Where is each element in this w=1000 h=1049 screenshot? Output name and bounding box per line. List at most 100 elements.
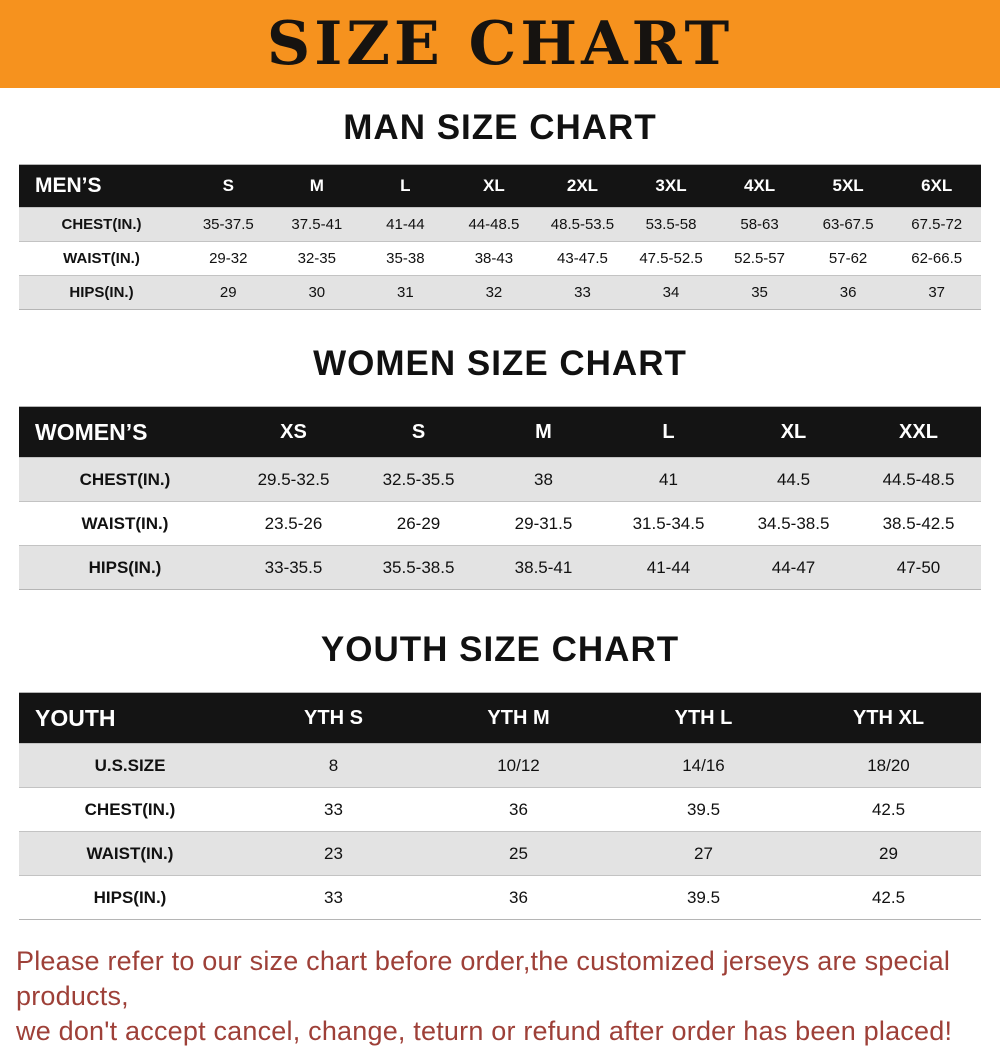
size-value-cell: 29.5-32.5 <box>231 457 356 502</box>
size-value-cell: 35 <box>715 275 804 310</box>
size-value-cell: 38 <box>481 457 606 502</box>
size-value-cell: 34.5-38.5 <box>731 501 856 546</box>
size-column-header: YTH L <box>611 692 796 744</box>
size-value-cell: 23.5-26 <box>231 501 356 546</box>
table-row: WAIST(IN.) 29-32 32-35 35-38 38-43 43-47.5 47.… <box>19 241 981 276</box>
size-value-cell: 39.5 <box>611 787 796 832</box>
women-header-row: WOMEN’S XS S M L XL XXL <box>19 406 981 458</box>
table-corner-label: YOUTH <box>19 692 241 744</box>
table-row: CHEST(IN.) 33 36 39.5 42.5 <box>19 787 981 832</box>
size-value-cell: 29 <box>796 831 981 876</box>
size-column-header: YTH XL <box>796 692 981 744</box>
row-label: WAIST(IN.) <box>19 831 241 876</box>
table-corner-label: MEN’S <box>19 164 184 208</box>
size-value-cell: 38-43 <box>449 241 539 276</box>
size-value-cell: 34 <box>626 275 716 310</box>
size-value-cell: 58-63 <box>715 207 804 242</box>
table-row: HIPS(IN.) 29 30 31 32 33 34 35 36 37 <box>19 275 981 310</box>
size-value-cell: 29-31.5 <box>481 501 606 546</box>
youth-header-row: YOUTH YTH S YTH M YTH L YTH XL <box>19 692 981 744</box>
size-value-cell: 43-47.5 <box>538 241 627 276</box>
size-value-cell: 31.5-34.5 <box>606 501 731 546</box>
size-column-header: 6XL <box>892 164 981 208</box>
size-value-cell: 57-62 <box>803 241 893 276</box>
size-value-cell: 14/16 <box>611 743 796 788</box>
size-value-cell: 29-32 <box>184 241 273 276</box>
size-column-header: YTH M <box>426 692 611 744</box>
women-size-table: WOMEN’S XS S M L XL XXL CHEST(IN.) 29.5-32.5 32.… <box>19 406 981 590</box>
size-value-cell: 33 <box>241 787 426 832</box>
size-value-cell: 32.5-35.5 <box>356 457 481 502</box>
row-label: WAIST(IN.) <box>19 501 231 546</box>
row-label: CHEST(IN.) <box>19 207 184 242</box>
size-value-cell: 37 <box>892 275 981 310</box>
size-value-cell: 47-50 <box>856 545 981 590</box>
men-size-table: MEN’S S M L XL 2XL 3XL 4XL 5XL 6XL CHEST(IN.) 35-3… <box>19 164 981 310</box>
order-policy-line-1: Please refer to our size chart before or… <box>16 946 951 1011</box>
table-row: CHEST(IN.) 35-37.5 37.5-41 41-44 44-48.5 48.5… <box>19 207 981 242</box>
table-corner-label: WOMEN’S <box>19 406 231 458</box>
size-value-cell: 48.5-53.5 <box>538 207 627 242</box>
size-column-header: XL <box>731 406 856 458</box>
size-column-header: L <box>361 164 450 208</box>
men-header-row: MEN’S S M L XL 2XL 3XL 4XL 5XL 6XL <box>19 164 981 208</box>
table-row: HIPS(IN.) 33-35.5 35.5-38.5 38.5-41 41-44 44-… <box>19 545 981 590</box>
table-row: CHEST(IN.) 29.5-32.5 32.5-35.5 38 41 44.5 44.5… <box>19 457 981 502</box>
size-value-cell: 31 <box>361 275 450 310</box>
size-value-cell: 10/12 <box>426 743 611 788</box>
size-value-cell: 38.5-42.5 <box>856 501 981 546</box>
size-value-cell: 25 <box>426 831 611 876</box>
size-value-cell: 36 <box>426 787 611 832</box>
size-column-header: 2XL <box>538 164 627 208</box>
row-label: WAIST(IN.) <box>19 241 184 276</box>
size-value-cell: 62-66.5 <box>892 241 981 276</box>
row-label: HIPS(IN.) <box>19 875 241 920</box>
size-column-header: S <box>356 406 481 458</box>
youth-size-table: YOUTH YTH S YTH M YTH L YTH XL U.S.SIZE 8 10/1… <box>19 692 981 920</box>
table-row: U.S.SIZE 8 10/12 14/16 18/20 <box>19 743 981 788</box>
size-column-header: 4XL <box>715 164 804 208</box>
size-value-cell: 35.5-38.5 <box>356 545 481 590</box>
size-column-header: XXL <box>856 406 981 458</box>
size-column-header: YTH S <box>241 692 426 744</box>
size-value-cell: 41-44 <box>606 545 731 590</box>
size-value-cell: 35-38 <box>361 241 450 276</box>
size-value-cell: 38.5-41 <box>481 545 606 590</box>
order-policy-line-2: we don't accept cancel, change, teturn o… <box>16 1016 953 1046</box>
size-value-cell: 47.5-52.5 <box>626 241 716 276</box>
banner: SIZE CHART <box>0 0 1000 88</box>
size-column-header: L <box>606 406 731 458</box>
table-row: WAIST(IN.) 23 25 27 29 <box>19 831 981 876</box>
size-value-cell: 42.5 <box>796 787 981 832</box>
men-section-title: MAN SIZE CHART <box>343 108 657 147</box>
size-column-header: 3XL <box>626 164 716 208</box>
youth-section-title: YOUTH SIZE CHART <box>320 630 680 669</box>
row-label: CHEST(IN.) <box>19 457 231 502</box>
size-value-cell: 52.5-57 <box>715 241 804 276</box>
row-label: HIPS(IN.) <box>19 545 231 590</box>
size-value-cell: 33-35.5 <box>231 545 356 590</box>
size-value-cell: 27 <box>611 831 796 876</box>
page-title: SIZE CHART <box>266 9 734 79</box>
size-value-cell: 41 <box>606 457 731 502</box>
row-label: U.S.SIZE <box>19 743 241 788</box>
size-value-cell: 32 <box>449 275 539 310</box>
size-value-cell: 32-35 <box>272 241 362 276</box>
size-column-header: XS <box>231 406 356 458</box>
size-value-cell: 63-67.5 <box>803 207 893 242</box>
size-column-header: M <box>272 164 362 208</box>
size-value-cell: 37.5-41 <box>272 207 362 242</box>
size-value-cell: 35-37.5 <box>184 207 273 242</box>
table-row: WAIST(IN.) 23.5-26 26-29 29-31.5 31.5-34.5 34… <box>19 501 981 546</box>
size-value-cell: 36 <box>803 275 893 310</box>
size-column-header: M <box>481 406 606 458</box>
size-value-cell: 36 <box>426 875 611 920</box>
size-value-cell: 30 <box>272 275 362 310</box>
table-row: HIPS(IN.) 33 36 39.5 42.5 <box>19 875 981 920</box>
size-value-cell: 33 <box>241 875 426 920</box>
size-column-header: S <box>184 164 273 208</box>
size-value-cell: 42.5 <box>796 875 981 920</box>
size-value-cell: 41-44 <box>361 207 450 242</box>
size-value-cell: 44-48.5 <box>449 207 539 242</box>
